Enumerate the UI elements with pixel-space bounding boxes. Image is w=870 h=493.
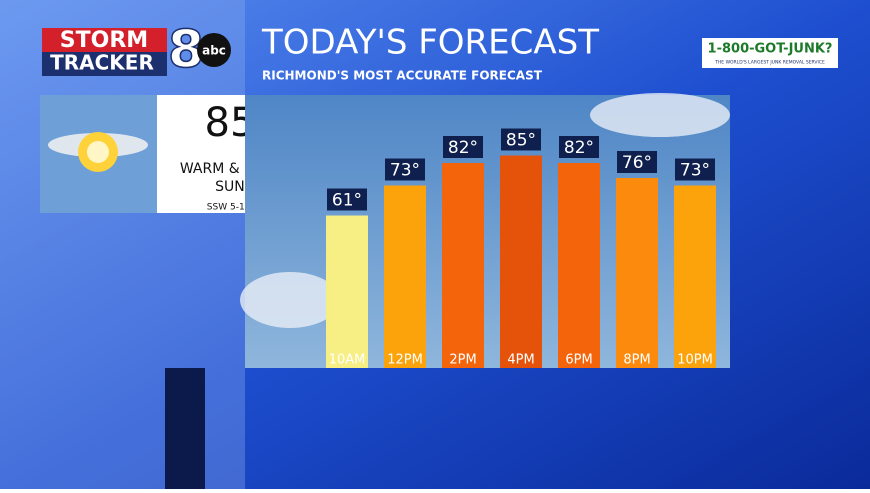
- plot: 61° 10AM 73° 12PM 82° 2PM 85° 4PM 82° 6PM 76° 8PM 73…: [326, 128, 716, 368]
- value-label: 82°: [564, 138, 594, 158]
- value-label: 61°: [332, 191, 362, 211]
- logo-box: [42, 52, 167, 76]
- x-tick-label: 10PM: [677, 353, 713, 368]
- x-tick-label: 4PM: [507, 353, 534, 368]
- network-logo-text: abc: [202, 44, 226, 58]
- cloud: [240, 272, 340, 328]
- bar: [500, 155, 542, 368]
- value-label-box: [327, 188, 367, 211]
- bar: [442, 163, 484, 368]
- bar: [558, 163, 600, 368]
- network-logo: [197, 33, 231, 67]
- bar: [674, 185, 716, 368]
- value-label-box: [559, 136, 599, 158]
- background-panel: [165, 368, 205, 489]
- value-label-box: [501, 128, 541, 151]
- logo-box: [42, 28, 167, 52]
- current-wind: SSW 5-10 MPH: [207, 203, 273, 213]
- value-label: 76°: [622, 153, 652, 173]
- value-label: 85°: [506, 131, 536, 151]
- sponsor-tagline: THE WORLD'S LARGEST JUNK REMOVAL SERVICE: [714, 60, 825, 66]
- value-label-box: [385, 158, 425, 181]
- logo-text: TRACKER: [50, 51, 154, 75]
- x-tick-label: 8PM: [623, 353, 650, 368]
- value-label: 73°: [680, 161, 710, 181]
- x-tick-label: 12PM: [387, 353, 423, 368]
- value-label-box: [675, 158, 715, 181]
- x-tick-label: 10AM: [329, 353, 366, 368]
- value-label: 73°: [390, 161, 420, 181]
- chart-subtitle: RICHMOND'S MOST ACCURATE FORECAST: [262, 69, 543, 83]
- x-tick-label: 2PM: [449, 353, 476, 368]
- sun-icon: [87, 141, 109, 163]
- x-tick-label: 6PM: [565, 353, 592, 368]
- cloud: [590, 93, 730, 137]
- sponsor-name: 1-800-GOT-JUNK?: [708, 42, 833, 57]
- bar: [326, 215, 368, 368]
- bar: [384, 185, 426, 368]
- bar: [616, 178, 658, 368]
- value-label-box: [617, 151, 657, 173]
- sponsor-box: [702, 38, 838, 68]
- chart-title: TODAY'S FORECAST: [261, 23, 599, 63]
- logo-text: STORM: [60, 28, 148, 53]
- value-label-box: [443, 136, 483, 158]
- value-label: 82°: [448, 138, 478, 158]
